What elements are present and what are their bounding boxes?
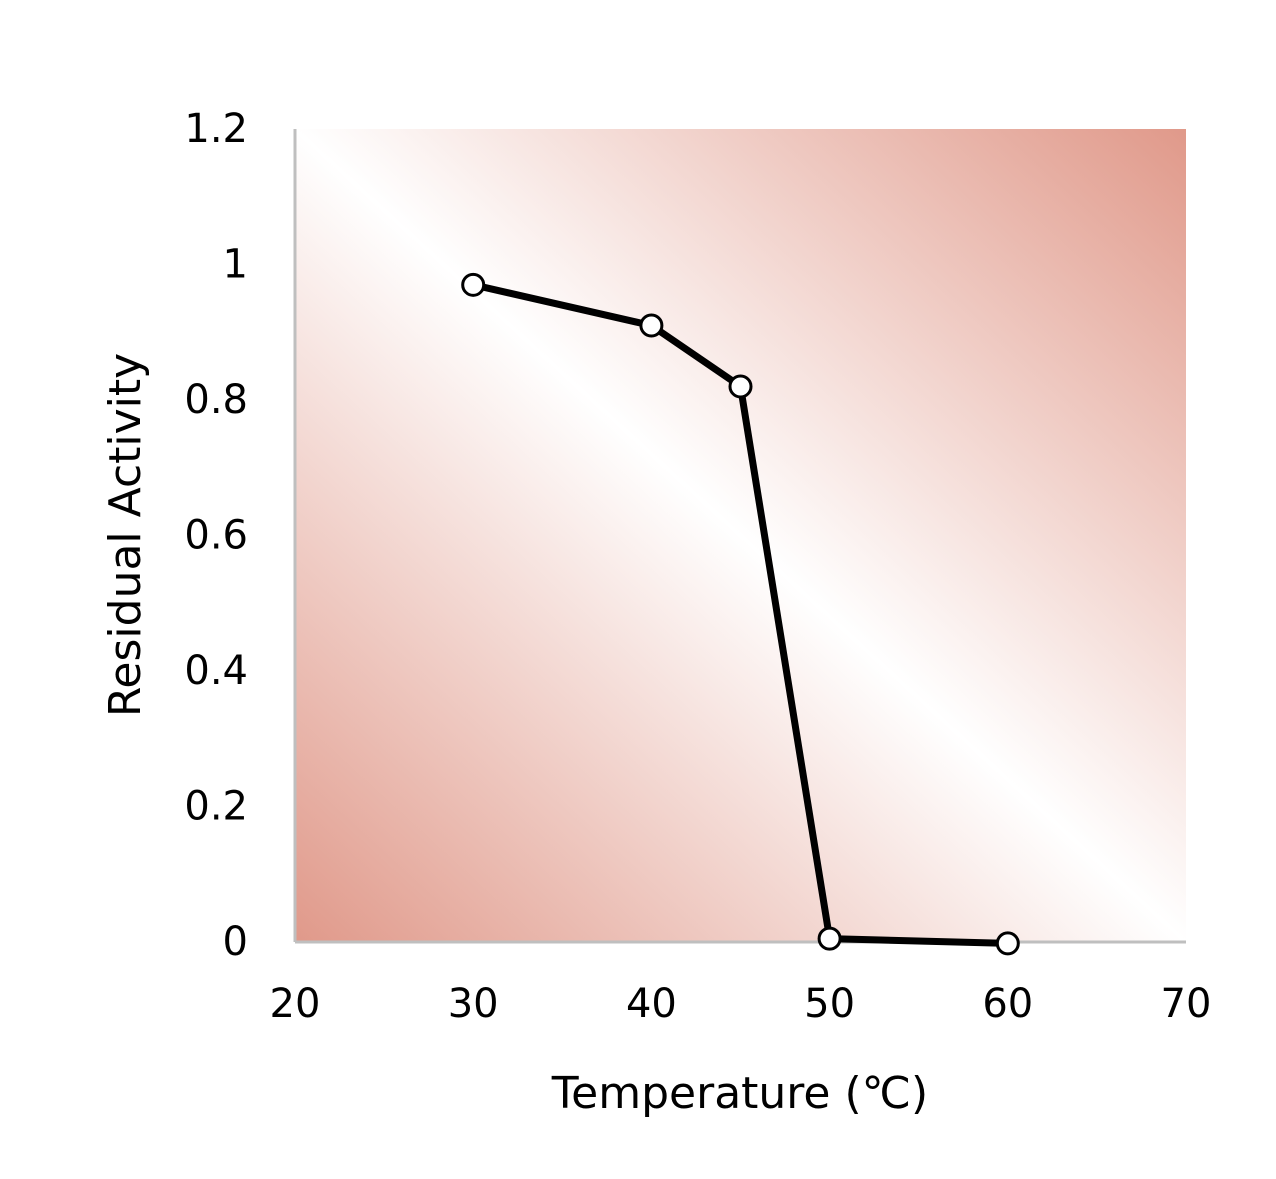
data-point [728,374,753,399]
x-axis-label: Temperature (℃) [551,1068,928,1119]
data-point [817,926,842,951]
data-point [639,313,664,338]
y-tick-labels: 0 0.2 0.4 0.6 0.8 1 1.2 [184,106,248,965]
y-tick-label: 1 [223,242,248,288]
x-tick-label: 30 [448,981,499,1027]
x-tick-label: 60 [982,981,1033,1027]
y-tick-label: 0 [223,919,248,965]
y-tick-label: 0.6 [184,513,248,559]
y-tick-label: 1.2 [184,106,248,152]
x-tick-label: 50 [804,981,855,1027]
plot-area [295,129,1186,942]
data-point [995,931,1020,956]
x-tick-label: 20 [270,981,321,1027]
y-tick-label: 0.2 [184,784,248,830]
x-tick-labels: 20 30 40 50 60 70 [270,981,1212,1027]
y-tick-label: 0.8 [184,377,248,423]
y-axis-label: Residual Activity [100,353,151,717]
x-tick-label: 70 [1161,981,1212,1027]
x-tick-label: 40 [626,981,677,1027]
y-tick-label: 0.4 [184,648,248,694]
data-point [461,272,486,297]
series-points [461,272,1020,956]
